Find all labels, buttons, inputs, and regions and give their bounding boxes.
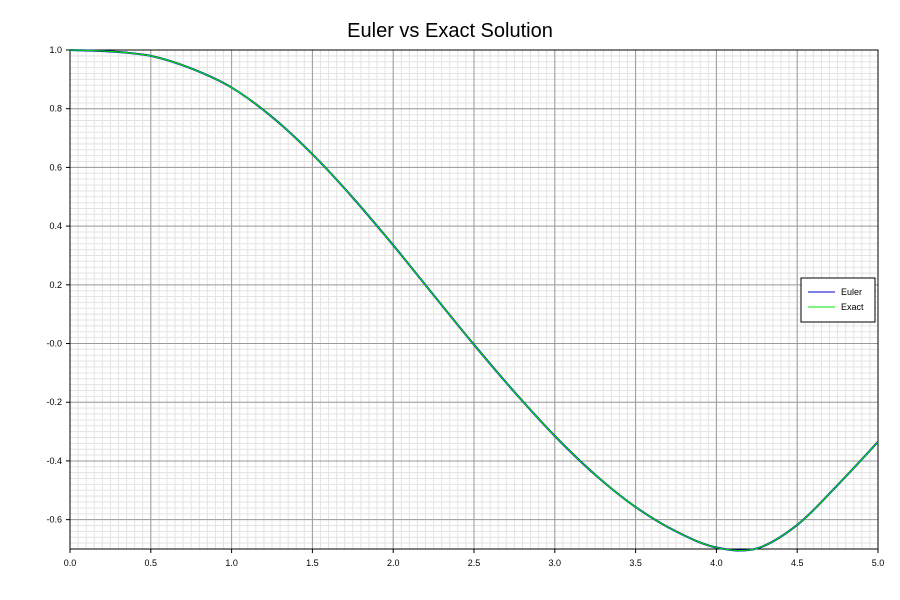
x-tick-label: 3.5 [629,558,642,568]
y-tick-label: 0.8 [49,104,62,114]
y-tick-label: -0.0 [46,339,62,349]
legend-label-exact: Exact [841,302,864,312]
y-tick-label: 0.6 [49,162,62,172]
x-tick-label: 0.5 [145,558,158,568]
x-tick-label: 2.5 [468,558,481,568]
legend-label-euler: Euler [841,287,862,297]
legend: Euler Exact [800,277,876,323]
y-tick-label: -0.6 [46,515,62,525]
x-tick-label: 2.0 [387,558,400,568]
y-tick-label: 0.2 [49,280,62,290]
y-axis: -0.6 -0.4 -0.2 -0.0 0.2 0.4 0.6 0.8 1.0 [46,45,70,525]
x-tick-label: 3.0 [549,558,562,568]
x-tick-label: 0.0 [64,558,77,568]
chart-title: Euler vs Exact Solution [347,20,553,42]
x-tick-label: 5.0 [872,558,885,568]
y-tick-label: -0.2 [46,397,62,407]
y-tick-label: 0.4 [49,221,62,231]
series-lines [69,49,879,552]
x-tick-label: 4.0 [710,558,723,568]
x-tick-label: 1.5 [306,558,319,568]
x-tick-label: 4.5 [791,558,804,568]
y-tick-label: -0.4 [46,456,62,466]
y-tick-label: 1.0 [49,45,62,55]
series-line-exact [69,49,879,552]
x-tick-label: 1.0 [225,558,238,568]
legend-box [800,277,876,323]
x-axis: 0.0 0.5 1.0 1.5 2.0 2.5 3.0 3.5 4.0 4.5 5.0 [64,549,885,568]
